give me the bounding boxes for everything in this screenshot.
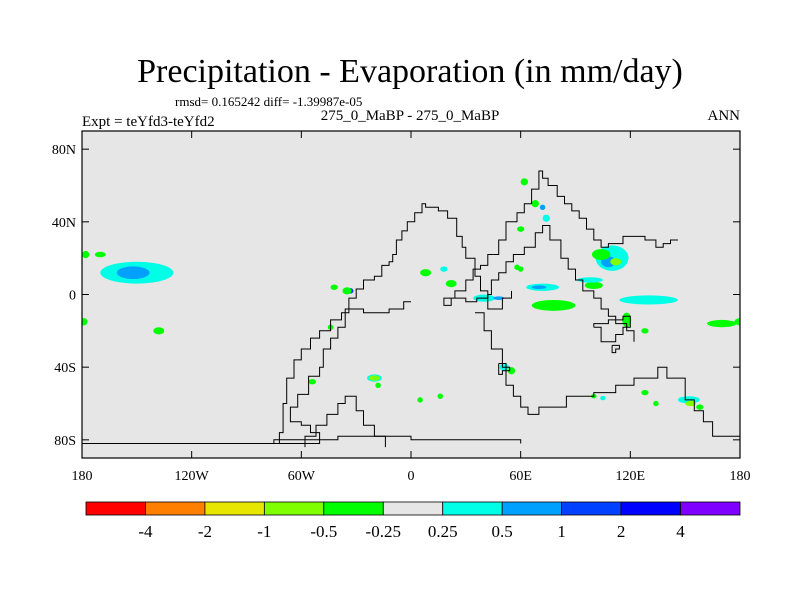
africa-green-1 <box>420 269 432 277</box>
africa-green-3 <box>330 284 338 290</box>
eastpacific-green-small <box>82 318 88 326</box>
colorbar-label: -4 <box>138 522 153 541</box>
y-tick-label: 40S <box>54 361 76 376</box>
colorbar-label: 0.5 <box>492 522 513 541</box>
y-tick-label: 40N <box>52 216 76 231</box>
x-tick-label: 0 <box>408 469 415 484</box>
colorbar-swatch <box>382 501 444 516</box>
south-america-green <box>417 397 423 403</box>
central-pacific-green-1 <box>94 251 106 258</box>
x-tick-label: 60W <box>288 469 316 484</box>
x-tick-label: 180 <box>72 469 93 484</box>
central-pacific-blob-inner <box>116 266 150 280</box>
map-plot: 180 120W 60W 0 60E 120E 180 80N 40N 0 40S 80S <box>52 130 751 484</box>
colorbar-label: 2 <box>617 522 626 541</box>
x-tick-label: 180 <box>730 469 751 484</box>
maritime-cyan <box>577 277 603 283</box>
antarctic-coastline <box>82 435 522 444</box>
colorbar-swatch <box>680 501 741 516</box>
colorbar-swatch <box>501 501 563 516</box>
colorbar-label: -2 <box>198 522 212 541</box>
x-tick-label: 120E <box>616 469 646 484</box>
africa-green-2 <box>445 279 457 288</box>
north-america-coastline <box>273 203 512 444</box>
season-label: ANN <box>708 108 741 124</box>
chart-title: Precipitation - Evaporation (in mm/day) <box>137 53 683 90</box>
island-coastline-3 <box>498 363 511 375</box>
contour-regions <box>82 178 740 410</box>
australia-green <box>696 404 704 410</box>
x-tick-label: 60E <box>509 469 532 484</box>
y-tick-label: 0 <box>69 289 76 304</box>
south-africa-green <box>308 378 316 385</box>
colorbar-label: 1 <box>557 522 566 541</box>
europe-asia-coastline <box>475 312 740 437</box>
indian-cyan-small <box>600 395 606 401</box>
siberia-green-2 <box>531 200 539 208</box>
indian-green-small-1 <box>641 328 649 334</box>
coastline-inner-1 <box>261 301 411 444</box>
siberia-cyan <box>542 214 550 222</box>
asia-north-coastline <box>493 170 678 255</box>
colorbar-label: 0.25 <box>428 522 458 541</box>
island-coastline-2 <box>593 315 631 343</box>
indian-ocean-green <box>531 299 576 311</box>
central-pacific-green-2 <box>153 327 165 335</box>
asia-east-coastline <box>443 225 635 342</box>
x-tick-label: 120W <box>175 469 210 484</box>
siberia-blue <box>539 204 546 211</box>
colorbar-swatch <box>323 501 384 516</box>
east-asia-green <box>591 249 611 260</box>
maritime-green <box>584 281 603 290</box>
colorbar-swatch <box>85 501 146 516</box>
indian-green-small-2 <box>641 389 649 396</box>
colorbar-label: -1 <box>257 522 271 541</box>
y-tick-label: 80N <box>52 143 76 158</box>
arabian-blue <box>531 285 547 290</box>
patagonia-green <box>375 382 381 389</box>
expt-label: Expt = teYfd3-teYfd2 <box>82 114 215 130</box>
island-coastline-4 <box>611 344 620 354</box>
southeast-pacific-green <box>707 319 737 328</box>
map-background <box>82 131 740 458</box>
siberia-green-3 <box>517 226 525 232</box>
west-dateline-green <box>82 250 90 259</box>
colorbar-label: -0.25 <box>366 522 401 541</box>
indian-green-small-3 <box>653 400 659 407</box>
colorbar-swatch <box>145 501 206 516</box>
indian-ocean-cyan <box>619 295 678 305</box>
case-line: 275_0_MaBP - 275_0_MaBP <box>321 108 500 124</box>
south-atlantic-yellow <box>368 375 380 381</box>
colorbar-swatch <box>263 501 325 516</box>
colorbar-label: -0.5 <box>310 522 337 541</box>
y-axis: 80N 40N 0 40S 80S <box>52 143 740 449</box>
colorbar-swatch <box>620 501 681 516</box>
y-tick-label: 80S <box>54 434 76 449</box>
colorbar-swatch <box>442 501 503 516</box>
dateline-green <box>734 318 740 326</box>
middle-east-blue <box>493 296 505 300</box>
australia-yellow <box>685 400 697 407</box>
island-coastline-1 <box>304 395 386 448</box>
colorbar-swatch <box>561 501 622 516</box>
colorbar-swatch <box>204 501 265 516</box>
stats-line: rmsd= 0.165242 diff= -1.39987e-05 <box>175 94 362 109</box>
coastlines <box>82 170 740 448</box>
siberia-green-1 <box>520 178 528 186</box>
africa-cyan-1 <box>440 266 448 272</box>
atlantic-green-small <box>437 393 443 399</box>
east-asia-yellow <box>610 258 622 266</box>
x-axis: 180 120W 60W 0 60E 120E 180 <box>72 131 751 484</box>
colorbar: -4 -2 -1 -0.5 -0.25 0.25 0.5 1 2 4 <box>85 501 741 541</box>
colorbar-label: 4 <box>676 522 685 541</box>
siberia-green-5 <box>517 266 524 272</box>
tropical-atlantic-green <box>342 287 352 295</box>
